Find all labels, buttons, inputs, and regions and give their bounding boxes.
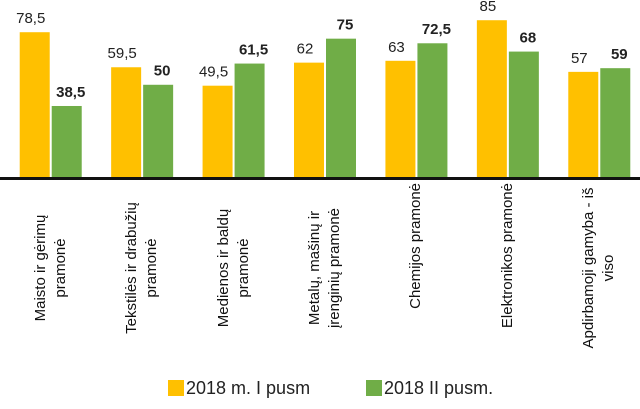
x-tick-text: Medienos ir baldų pramonė — [214, 208, 252, 328]
bar — [508, 51, 539, 178]
value-label: 59 — [611, 46, 628, 63]
x-tick-label: Tekstilės ir drabužių pramonė — [119, 183, 165, 373]
x-tick-text: Tekstilės ir drabužių pramonė — [123, 202, 161, 334]
value-label: 57 — [571, 50, 588, 67]
legend-swatch — [168, 380, 184, 396]
x-tick-text: Apdirbamoji gamyba - iš viso — [580, 187, 618, 349]
x-tick-text: Maisto ir gėrimų pramonė — [31, 214, 69, 322]
value-label: 38,5 — [56, 84, 85, 101]
value-label: 78,5 — [16, 10, 45, 27]
bar — [476, 20, 507, 177]
value-label: 75 — [337, 17, 354, 34]
x-tick-label: Elektronikos pramonė — [485, 183, 531, 373]
value-label: 62 — [297, 41, 314, 58]
bar — [600, 68, 631, 177]
value-label: 63 — [388, 39, 405, 56]
x-tick-label: Chemijos pramonė — [393, 183, 439, 373]
legend-label: 2018 m. I pusm — [186, 378, 310, 398]
value-label: 85 — [480, 0, 497, 15]
x-tick-text: Metalų, mašinų ir įrenginių pramonė — [306, 207, 343, 329]
bar — [385, 60, 416, 177]
x-tick-label: Metalų, mašinų ir įrenginių pramonė — [302, 183, 348, 373]
bar — [143, 84, 174, 177]
value-label: 72,5 — [422, 21, 451, 38]
x-tick-text: Elektronikos pramonė — [498, 183, 516, 329]
value-label: 59,5 — [108, 45, 137, 62]
bar — [111, 67, 142, 177]
legend-swatch — [366, 380, 382, 396]
value-label: 61,5 — [239, 42, 268, 59]
bar — [568, 71, 599, 177]
bar — [326, 38, 356, 177]
x-tick-label: Maisto ir gėrimų pramonė — [28, 183, 74, 373]
bar — [19, 32, 50, 177]
bar — [417, 43, 448, 178]
value-label: 68 — [520, 30, 537, 47]
x-tick-text: Chemijos pramonė — [407, 183, 425, 309]
x-tick-label: Apdirbamoji gamyba - iš viso — [576, 183, 622, 373]
bar — [51, 105, 82, 177]
value-label: 49,5 — [199, 64, 228, 81]
value-label: 50 — [154, 63, 171, 80]
x-tick-label: Medienos ir baldų pramonė — [211, 183, 257, 373]
bar — [202, 85, 233, 177]
legend-label: 2018 II pusm. — [384, 378, 493, 398]
bar — [294, 62, 324, 178]
bar — [234, 63, 265, 177]
